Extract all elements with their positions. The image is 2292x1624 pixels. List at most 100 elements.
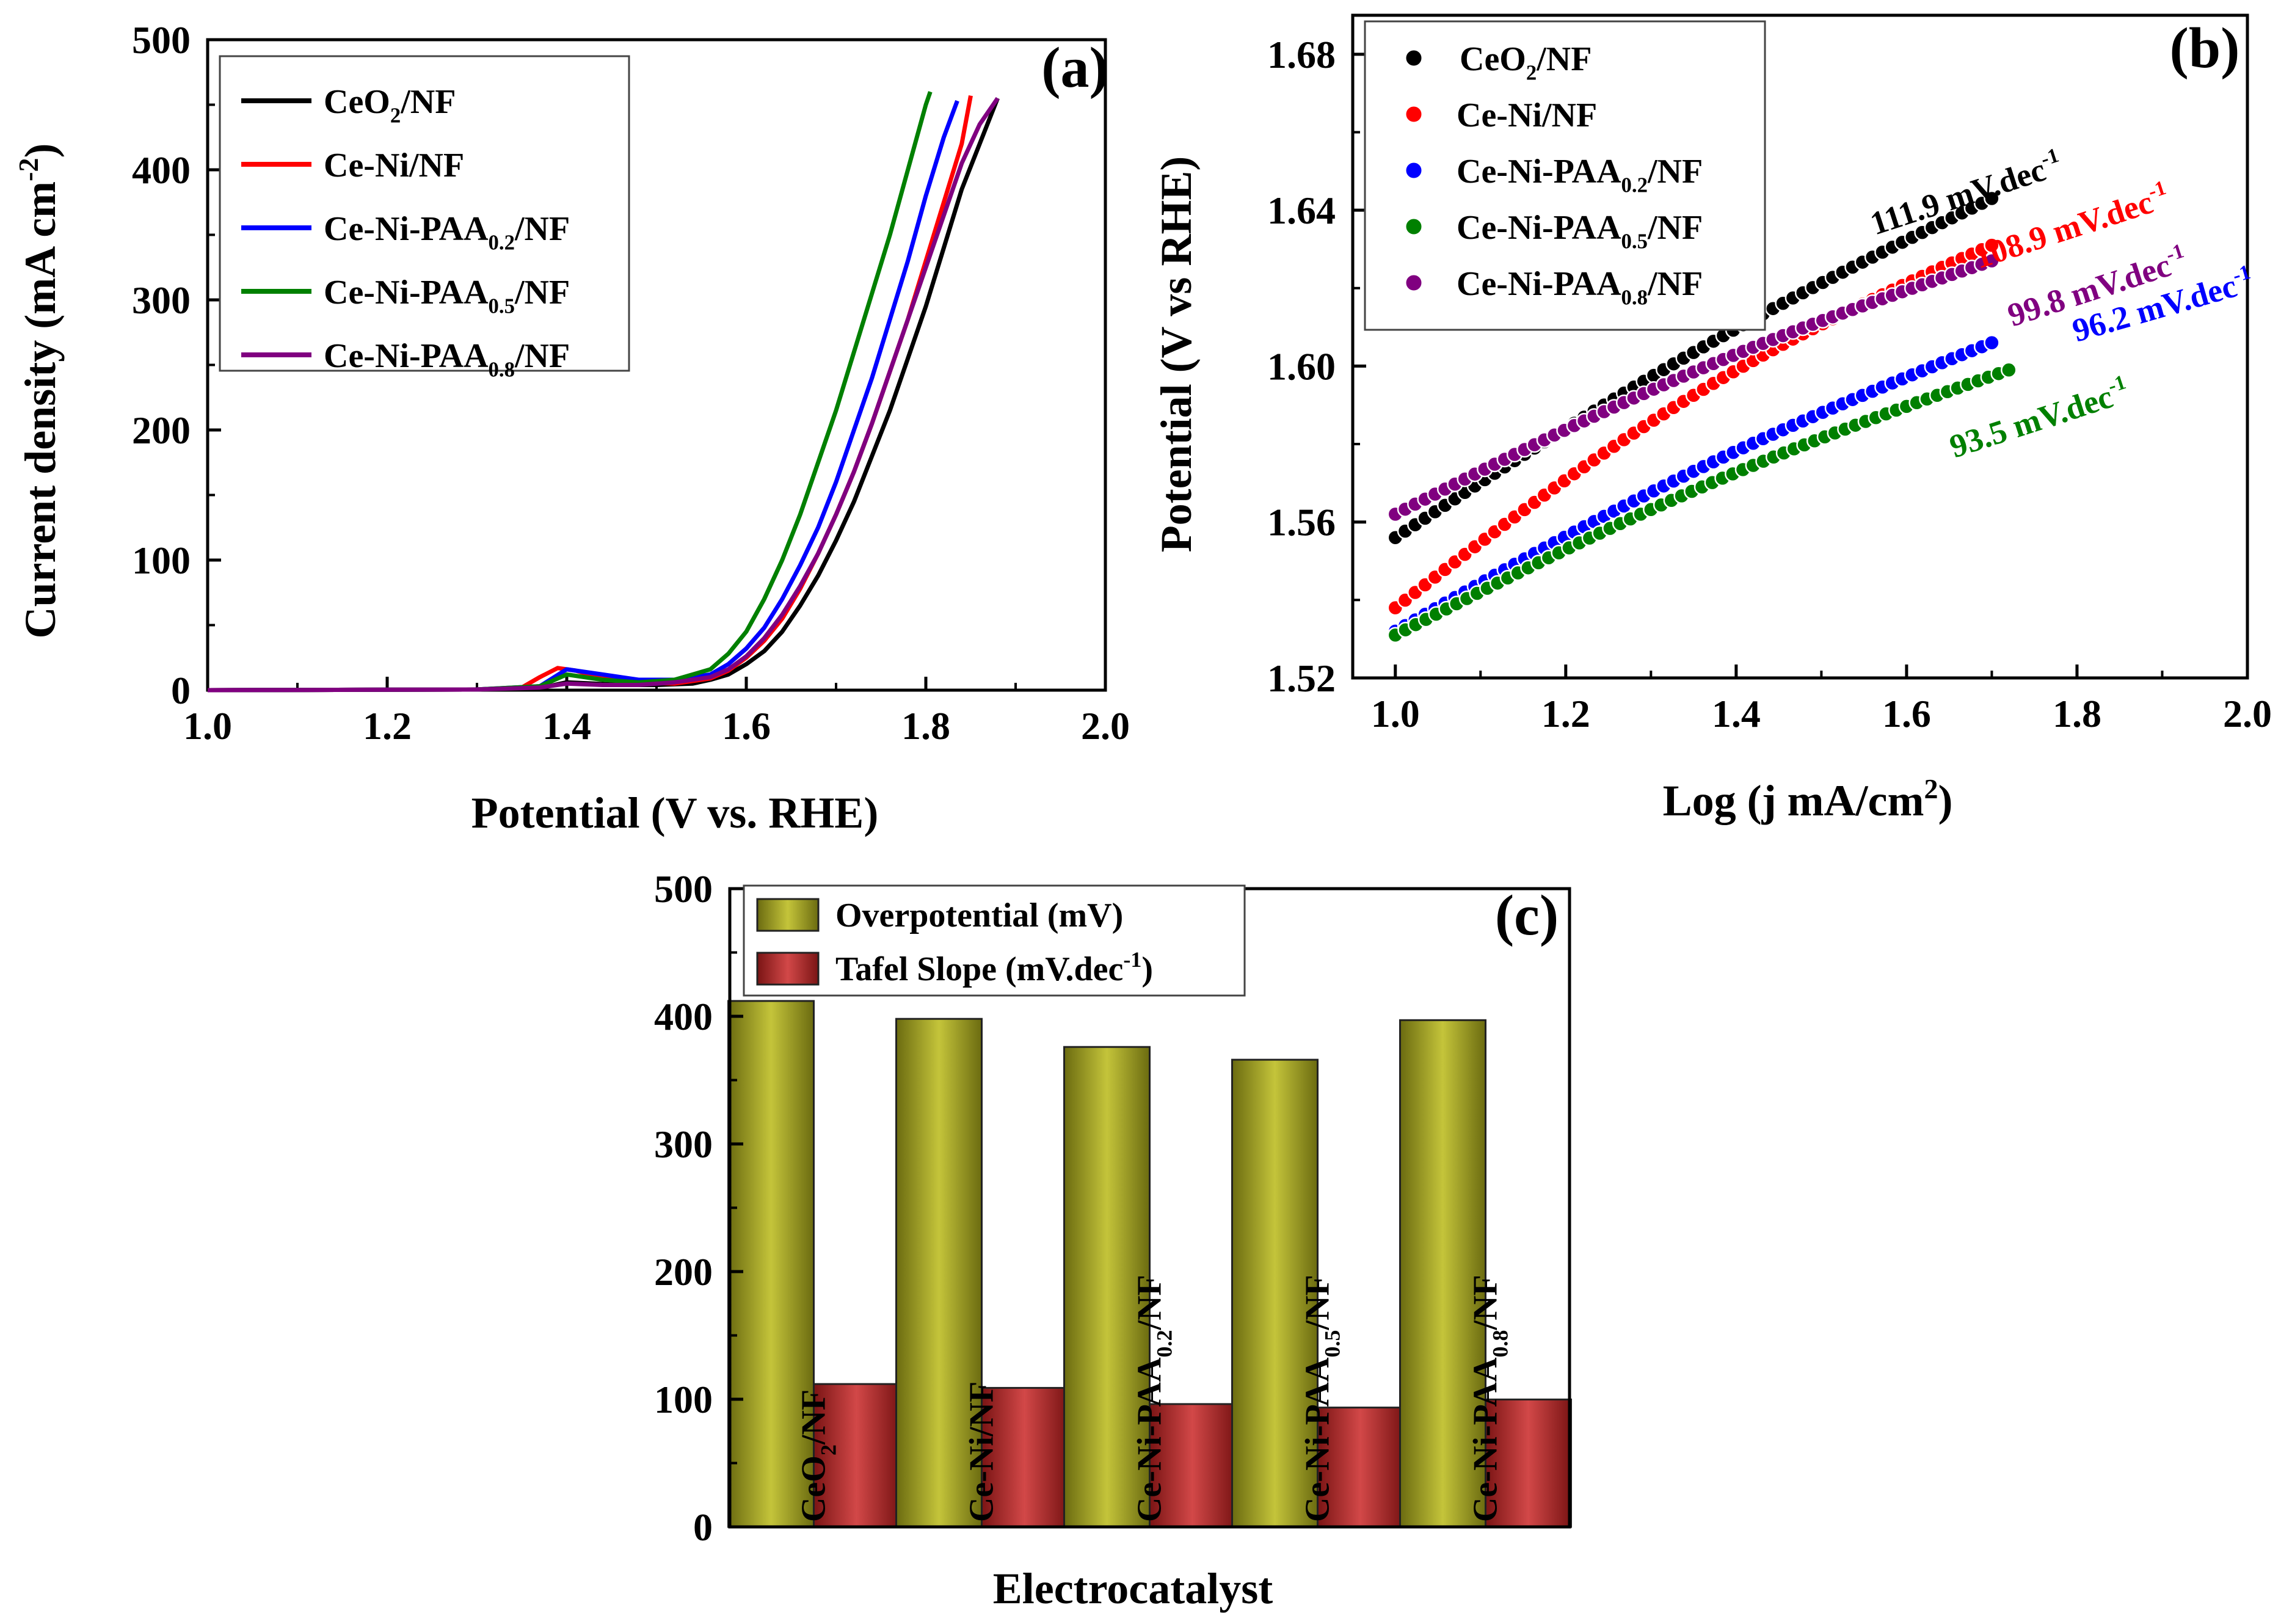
panel-b-legend-label-2-sub: 0.2 bbox=[1621, 173, 1648, 197]
panel-c-y-tick-label: 100 bbox=[654, 1378, 713, 1421]
panel-a-series-line-2 bbox=[207, 100, 959, 693]
panel-b-series-4 bbox=[1387, 252, 2000, 523]
panel-c-y-tick-label: 0 bbox=[693, 1506, 713, 1549]
panel-b-frame bbox=[1351, 13, 2249, 680]
panel-b-x-axis-title: Log (j mA/cm2) bbox=[1663, 773, 1953, 825]
panel-b-legend-label-3-tail: /NF bbox=[1647, 209, 1703, 247]
panel-c-legend-tail-1: ) bbox=[1141, 950, 1153, 988]
panel-a-y-title-sup: -2 bbox=[13, 158, 44, 181]
panel-a-legend-label-2-tail: /NF bbox=[514, 210, 570, 248]
panel-a-legend-label-0: CeO2/NF bbox=[324, 83, 456, 128]
panel-c-category-label-3: Ce-Ni-PAA0.5/NF bbox=[1299, 1275, 1345, 1522]
panel-a-chart: (a) Potential (V vs. RHE) Current densit… bbox=[13, 18, 1130, 837]
panel-c-category-label-2: Ce-Ni-PAA0.2/NF bbox=[1131, 1275, 1177, 1522]
panel-a-x-tick-label: 1.0 bbox=[183, 704, 232, 748]
panel-c-category-sub-3: 0.5 bbox=[1320, 1330, 1345, 1357]
panel-b-y-tick-label: 1.52 bbox=[1267, 657, 1336, 700]
panel-a-legend-label-4-main: Ce-Ni-PAA bbox=[324, 337, 489, 375]
panel-a-legend-label-1: Ce-Ni/NF bbox=[324, 147, 464, 184]
panel-c-y-tick-label: 500 bbox=[654, 867, 713, 911]
panel-c-legend-swatch-0 bbox=[756, 898, 820, 932]
panel-c-category-label-4: Ce-Ni-PAA0.8/NF bbox=[1467, 1275, 1513, 1522]
panel-c-legend-main-1: Tafel Slope (mV.dec bbox=[835, 950, 1123, 988]
panel-c-category-main-1: Ce-Ni/NF bbox=[963, 1382, 1001, 1522]
panel-c-category-tail-0: /NF bbox=[795, 1389, 833, 1445]
panel-a-y-tick-label: 200 bbox=[132, 409, 191, 452]
panel-a-y-tick-label: 100 bbox=[132, 539, 191, 582]
panel-b-point-0 bbox=[1984, 190, 2000, 207]
panel-b-x-tick-label: 1.4 bbox=[1712, 692, 1761, 735]
panel-a-legend-label-3-tail: /NF bbox=[514, 274, 570, 311]
panel-c-category-sub-4: 0.8 bbox=[1488, 1330, 1513, 1357]
panel-a-series-line-4 bbox=[207, 96, 1000, 693]
panel-a-y-tick-label: 300 bbox=[132, 279, 191, 322]
panel-c-bar-overpotential-2 bbox=[1063, 1046, 1151, 1528]
panel-a-legend-label-0-main: CeO bbox=[324, 83, 390, 121]
panel-b-label: (b) bbox=[2170, 16, 2240, 80]
panel-b-y-tick-label: 1.60 bbox=[1267, 344, 1336, 388]
panel-a-y-title-text: Current density (mA cm bbox=[16, 181, 65, 639]
panel-a-legend-box bbox=[219, 55, 630, 372]
panel-a-y-title-close: ) bbox=[16, 144, 65, 158]
panel-b-legend-box bbox=[1364, 20, 1766, 331]
panel-a-legend: CeO2/NFCe-Ni/NFCe-Ni-PAA0.2/NFCe-Ni-PAA0… bbox=[219, 55, 630, 382]
panel-b-x-tick-label: 2.0 bbox=[2223, 692, 2272, 735]
panel-b-legend-label-3: Ce-Ni-PAA0.5/NF bbox=[1457, 209, 1703, 253]
panel-b-legend-label-3-main: Ce-Ni-PAA bbox=[1457, 209, 1621, 247]
panel-a-x-tick-label: 1.4 bbox=[542, 704, 591, 748]
panel-c-category-tail-2: /NF bbox=[1131, 1275, 1169, 1330]
panel-a-legend-label-3-main: Ce-Ni-PAA bbox=[324, 274, 489, 311]
panel-b-legend-label-2-main: Ce-Ni-PAA bbox=[1457, 153, 1621, 191]
panel-c-bar-tafel-3 bbox=[1317, 1407, 1404, 1528]
panel-b-series-3 bbox=[1387, 362, 2017, 644]
panel-c-category-sub-2: 0.2 bbox=[1152, 1330, 1177, 1357]
panel-a-legend-label-4: Ce-Ni-PAA0.8/NF bbox=[324, 337, 570, 382]
panel-b-chart: (b) Log (j mA/cm2) Potential (V vs RHE) … bbox=[1152, 13, 2272, 825]
panel-a-x-tick-label: 1.2 bbox=[363, 704, 412, 748]
panel-a-y-tick-label: 500 bbox=[132, 18, 191, 62]
panel-b-legend-label-4-main: Ce-Ni-PAA bbox=[1457, 265, 1621, 303]
panel-b-legend-label-0: CeO2/NF bbox=[1460, 40, 1592, 85]
panel-b-x-tick-label: 1.8 bbox=[2053, 692, 2101, 735]
panel-a-x-tick-label: 2.0 bbox=[1081, 704, 1130, 748]
panel-b-point-2 bbox=[1984, 334, 2000, 351]
panel-c-bar-tafel-2 bbox=[1149, 1403, 1236, 1528]
panel-b-x-tick-label: 1.2 bbox=[1541, 692, 1590, 735]
panel-b-legend-marker-4 bbox=[1404, 273, 1424, 293]
panel-c-category-main-4: Ce-Ni-PAA bbox=[1467, 1357, 1505, 1522]
panel-c-legend: Overpotential (mV) Tafel Slope (mV.dec-1) bbox=[743, 884, 1246, 997]
panel-a-x-axis-title: Potential (V vs. RHE) bbox=[471, 788, 879, 837]
panel-b-point-4 bbox=[1984, 252, 2000, 269]
panel-c-legend-box bbox=[743, 884, 1246, 997]
panel-a-legend-label-4-sub: 0.8 bbox=[489, 358, 515, 382]
panel-b-x-tick-label: 1.0 bbox=[1371, 692, 1420, 735]
panel-b-legend-label-3-sub: 0.5 bbox=[1621, 230, 1648, 253]
panel-a-x-tick-label: 1.6 bbox=[722, 704, 771, 748]
panel-a-label: (a) bbox=[1041, 36, 1108, 100]
panel-b-y-tick-label: 1.56 bbox=[1267, 501, 1336, 544]
panel-b-legend-label-2-tail: /NF bbox=[1647, 153, 1703, 191]
panel-b-x-title-sup: 2 bbox=[1924, 773, 1938, 804]
panel-a-legend-label-0-sub: 2 bbox=[390, 104, 401, 128]
panel-c-legend-main-0: Overpotential (mV) bbox=[835, 897, 1123, 934]
panel-b-legend-label-1: Ce-Ni/NF bbox=[1457, 96, 1597, 134]
panel-c-bar-tafel-4 bbox=[1485, 1398, 1572, 1528]
panel-a-legend-label-4-tail: /NF bbox=[514, 337, 570, 375]
panel-c-legend-swatch-1 bbox=[756, 952, 820, 986]
panel-c-chart: (c) Electrocatalyst CeO2/NF Ce-Ni/NF Ce-Ni… bbox=[654, 867, 1572, 1613]
panel-a-series-line-3 bbox=[207, 91, 933, 693]
panel-b-point-3 bbox=[2001, 362, 2017, 379]
panel-b-legend-label-4-tail: /NF bbox=[1647, 265, 1703, 303]
panel-a-legend-label-3-sub: 0.5 bbox=[489, 294, 515, 318]
panel-b-legend-marker-1 bbox=[1404, 104, 1424, 124]
panel-c-category-main-3: Ce-Ni-PAA bbox=[1299, 1357, 1337, 1522]
panel-c-category-tail-4: /NF bbox=[1467, 1275, 1505, 1330]
panel-c-category-sub-0: 2 bbox=[817, 1444, 841, 1455]
panel-c-legend-label-0: Overpotential (mV) bbox=[835, 897, 1123, 934]
panel-b-legend-label-0-tail: /NF bbox=[1536, 40, 1592, 78]
panel-c-category-main-2: Ce-Ni-PAA bbox=[1131, 1357, 1169, 1522]
panel-c-bar-overpotential-3 bbox=[1231, 1058, 1319, 1528]
panel-c-label: (c) bbox=[1495, 884, 1559, 947]
panel-a-y-tick-label: 400 bbox=[132, 148, 191, 192]
